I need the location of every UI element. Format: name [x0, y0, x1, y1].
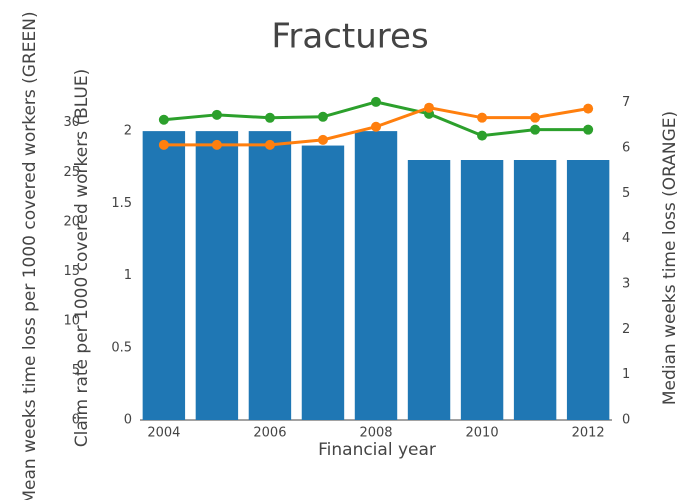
marker [158, 139, 169, 150]
marker [211, 109, 222, 120]
y3-tick-label: 15 [63, 264, 80, 279]
marker [158, 114, 169, 125]
marker [264, 139, 275, 150]
marker [317, 134, 328, 145]
y2-tick-label: 7 [622, 95, 630, 110]
bar [566, 160, 610, 420]
chart-title: Fractures [271, 17, 428, 57]
marker [477, 112, 488, 123]
marker [477, 130, 488, 141]
marker [211, 139, 222, 150]
bar [513, 160, 557, 420]
y-tick-label: 0 [124, 413, 132, 428]
y3-tick-label: 30 [63, 115, 80, 130]
y-tick-label: 1 [124, 268, 132, 283]
y3-axis-title: Mean weeks time loss per 1000 covered wo… [20, 11, 40, 500]
y3-tick-label: 5 [72, 363, 80, 378]
y2-tick-label: 6 [622, 141, 630, 156]
y3-tick-label: 10 [63, 313, 80, 328]
y-tick-label: 1.5 [111, 196, 132, 211]
x-axis-title: Financial year [318, 440, 436, 460]
x-tick-label: 2012 [572, 426, 605, 441]
y3-tick-label: 25 [63, 165, 80, 180]
x-tick-label: 2010 [466, 426, 499, 441]
y2-tick-label: 4 [622, 231, 630, 246]
bar [195, 131, 239, 420]
marker [371, 96, 381, 107]
x-tick-label: 2006 [253, 426, 286, 441]
y3-tick-label: 0 [72, 413, 80, 428]
marker [583, 124, 594, 135]
y2-axis-title: Median weeks time loss (ORANGE) [660, 111, 680, 405]
marker [583, 103, 594, 114]
y2-tick-label: 3 [622, 277, 630, 292]
y3-tick-label: 20 [63, 214, 80, 229]
marker [530, 112, 541, 123]
y-tick-label: 0.5 [111, 340, 132, 355]
bar [142, 131, 186, 420]
x-tick-label: 2004 [147, 426, 180, 441]
y2-tick-label: 0 [622, 413, 630, 428]
bar [301, 145, 345, 421]
bar [407, 160, 451, 420]
y2-tick-label: 2 [622, 322, 630, 337]
y-tick-label: 2 [124, 124, 132, 139]
marker [371, 121, 381, 132]
y-axis-title: Claim rate per 1000 covered workers (BLU… [72, 69, 92, 447]
marker [264, 112, 275, 123]
y2-tick-label: 1 [622, 367, 630, 382]
y2-tick-label: 5 [622, 186, 630, 201]
marker [424, 102, 435, 113]
bar [460, 160, 504, 420]
marker [317, 111, 328, 122]
bar [248, 131, 292, 420]
marker [530, 124, 541, 135]
bar [354, 131, 398, 420]
x-tick-label: 2008 [359, 426, 392, 441]
